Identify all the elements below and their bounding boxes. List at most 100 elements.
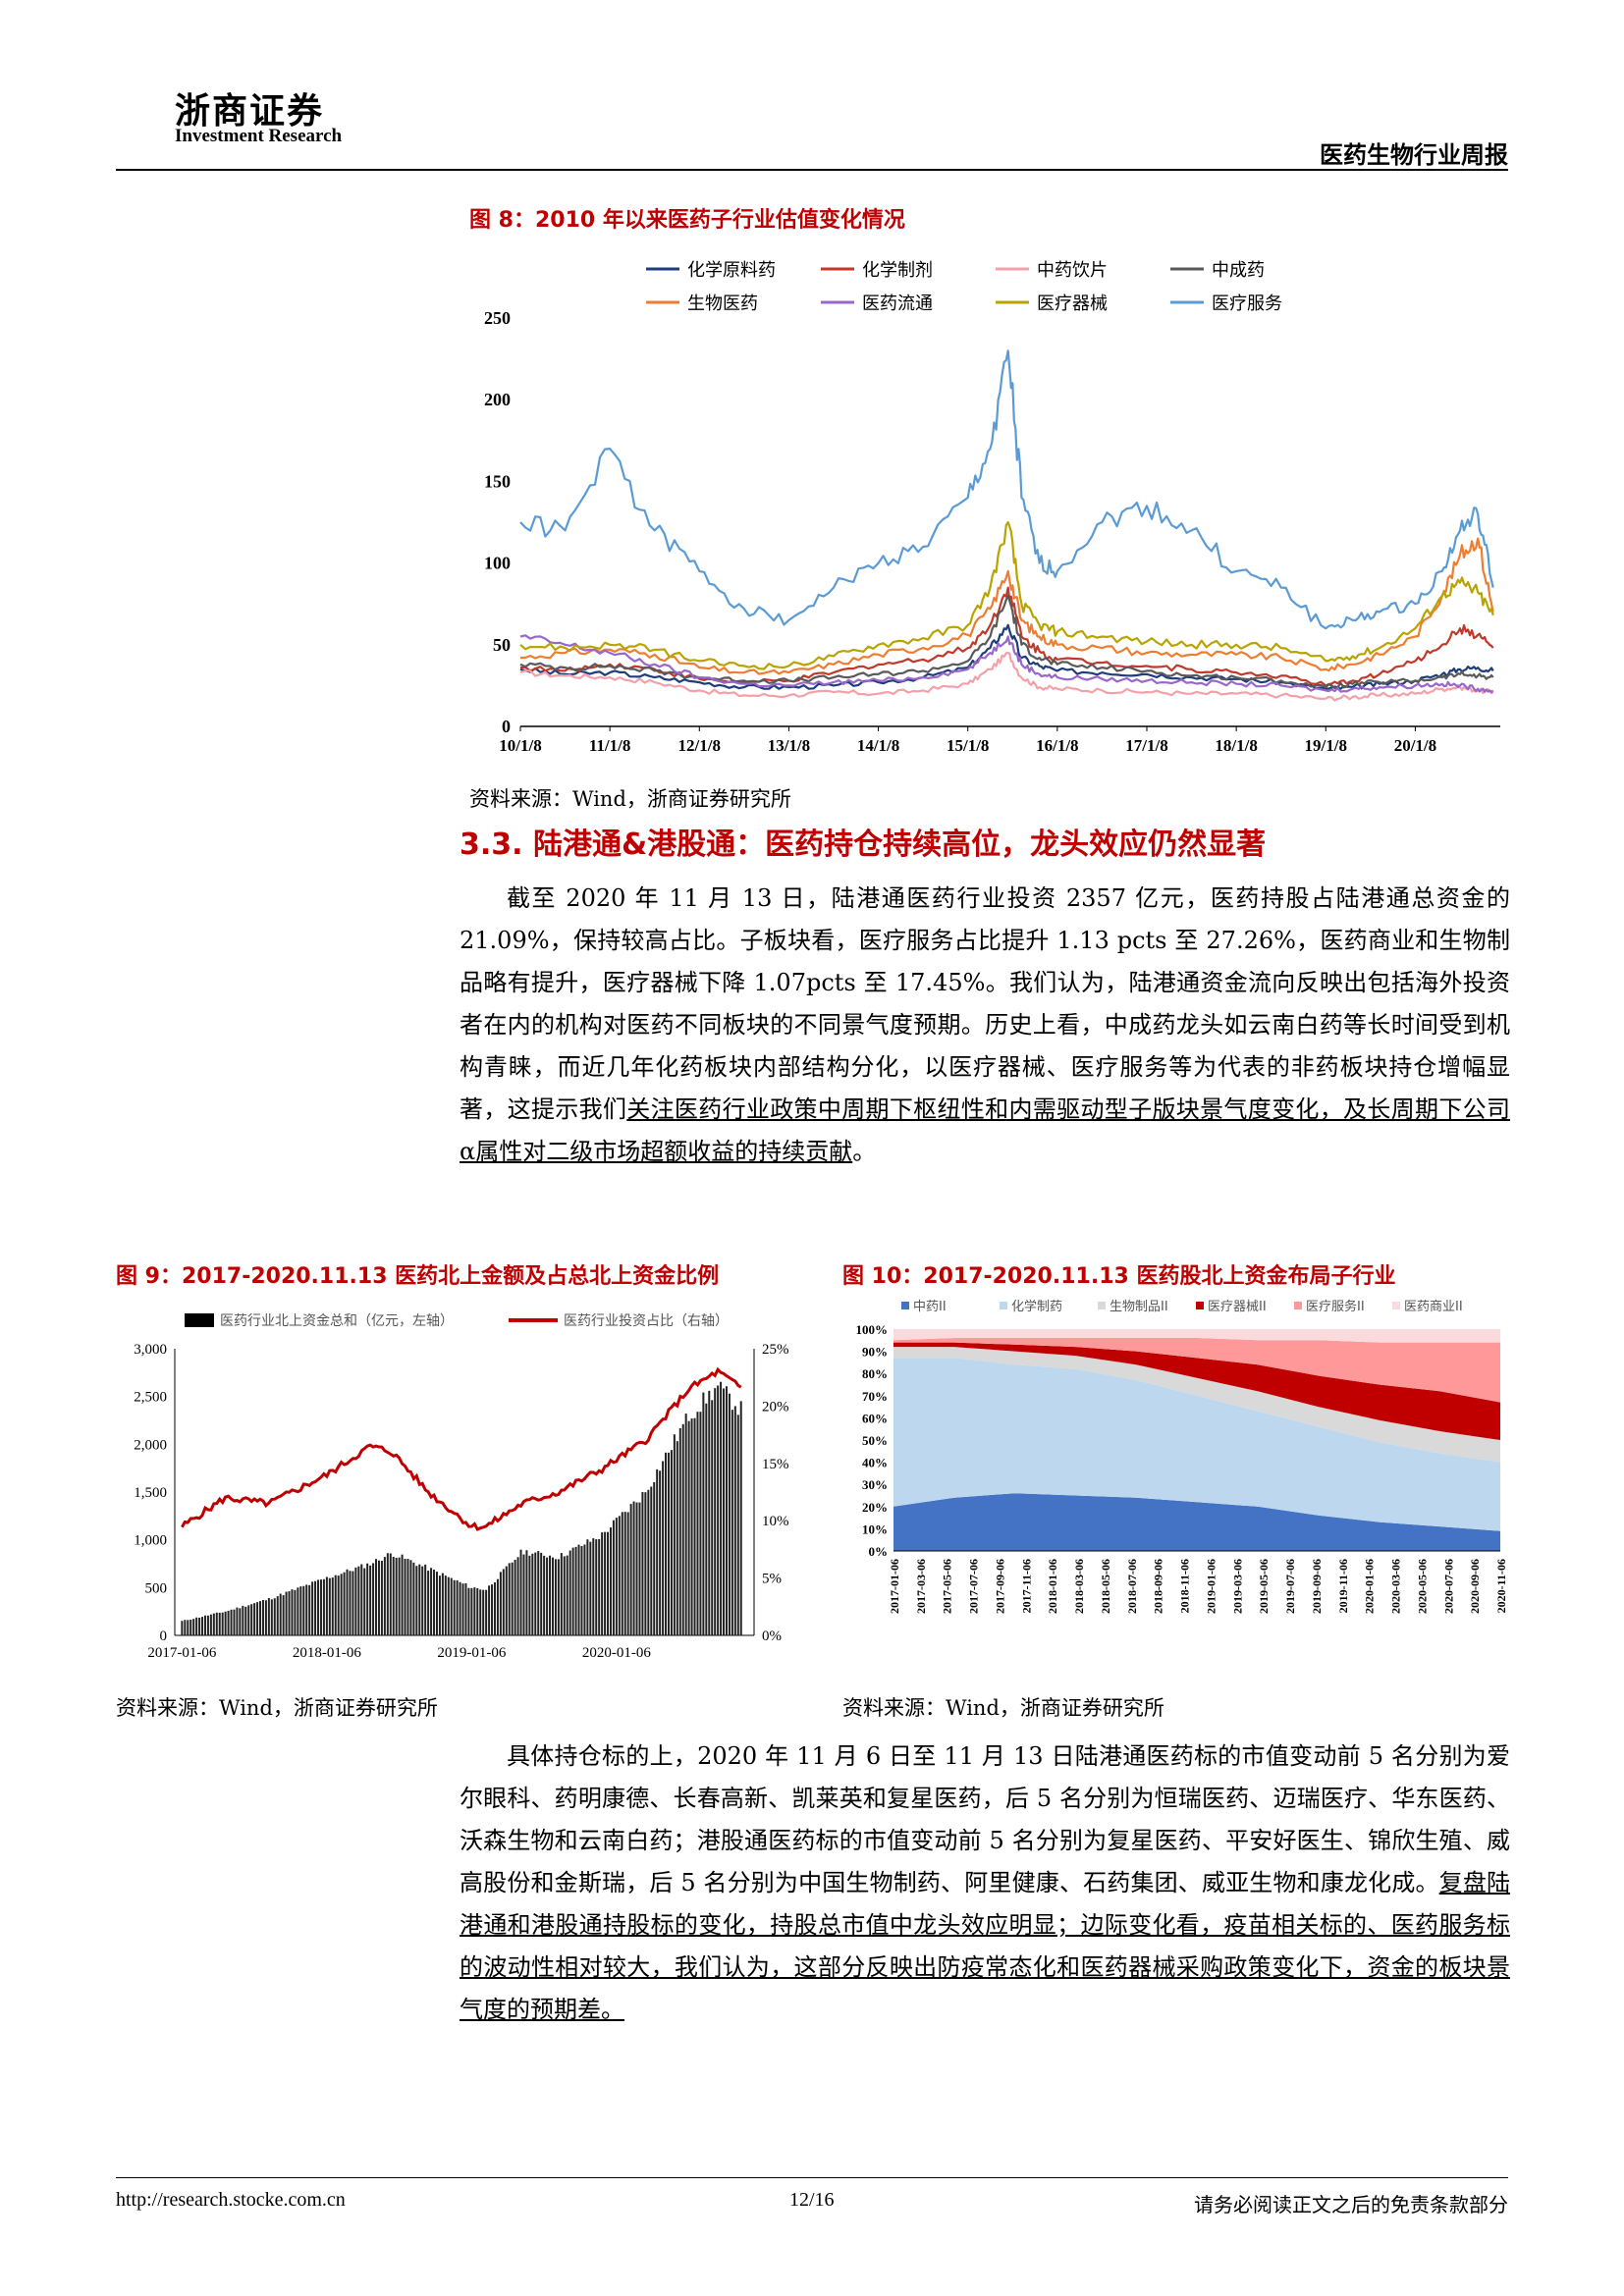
x-tick-label: 17/1/8: [1125, 736, 1167, 755]
bar: [456, 1579, 459, 1635]
x-tick-label: 2017-07-06: [967, 1559, 981, 1614]
x-tick-label: 2019-07-06: [1283, 1559, 1297, 1614]
header-divider: [116, 169, 1508, 171]
bar: [233, 1609, 236, 1635]
bar: [215, 1612, 218, 1635]
x-tick-label: 2020-07-06: [1441, 1559, 1455, 1614]
bar: [247, 1605, 250, 1635]
bar: [401, 1554, 404, 1635]
bar: [644, 1492, 647, 1635]
x-tick-label: 2019-01-06: [1204, 1559, 1218, 1614]
left-tick-label: 1,500: [134, 1485, 167, 1501]
bar: [386, 1553, 389, 1635]
bar: [598, 1538, 601, 1635]
bar: [250, 1604, 253, 1635]
right-tick-label: 10%: [762, 1514, 789, 1529]
bar: [528, 1555, 531, 1635]
bar: [491, 1584, 494, 1635]
bar: [259, 1601, 262, 1635]
bar: [485, 1589, 488, 1635]
right-tick-label: 15%: [762, 1457, 789, 1472]
bar: [343, 1572, 346, 1635]
figure8-source: 资料来源：Wind，浙商证券研究所: [469, 787, 791, 811]
bar: [206, 1615, 209, 1635]
bar: [711, 1400, 714, 1635]
bar: [181, 1621, 184, 1635]
legend-label-0: 中药II: [913, 1300, 947, 1314]
bar: [499, 1572, 502, 1635]
bar: [647, 1489, 650, 1635]
bar: [264, 1600, 267, 1635]
bar: [291, 1589, 294, 1635]
bar: [502, 1569, 505, 1635]
footer-url[interactable]: http://research.stocke.com.cn: [116, 2189, 346, 2211]
x-tick-label: 2020-11-06: [1494, 1559, 1508, 1613]
bar: [684, 1414, 687, 1635]
bar: [595, 1539, 598, 1635]
bar: [725, 1386, 728, 1635]
x-tick-label: 2017-01-06: [888, 1559, 901, 1614]
bar: [540, 1552, 543, 1635]
bar: [189, 1619, 192, 1635]
bar: [450, 1577, 453, 1635]
x-tick-label: 2020-05-06: [1415, 1559, 1429, 1614]
bar: [340, 1574, 343, 1635]
bar: [447, 1576, 450, 1635]
bar: [299, 1586, 302, 1635]
bar: [319, 1579, 322, 1635]
bar: [496, 1578, 499, 1635]
series-line-7: [519, 349, 1494, 630]
series-line-6: [519, 520, 1494, 670]
legend-label-5: 医药商业II: [1404, 1300, 1463, 1314]
y-tick-label: 30%: [862, 1477, 888, 1492]
legend-label-2: 生物制品II: [1110, 1300, 1168, 1314]
bar: [418, 1564, 421, 1635]
paragraph-1-end: 。: [852, 1138, 877, 1165]
bar: [629, 1504, 632, 1635]
y-tick-label: 100%: [856, 1322, 889, 1337]
legend-label-4: 生物医药: [687, 294, 758, 314]
paragraph-2: 具体持仓标的上，2020 年 11 月 6 日至 11 月 13 日陆港通医药标…: [460, 1735, 1510, 2031]
bar: [279, 1593, 282, 1635]
bar: [493, 1581, 496, 1635]
bar: [519, 1549, 522, 1635]
bar: [560, 1553, 563, 1635]
series-line-2: [519, 652, 1494, 702]
bar: [294, 1589, 297, 1635]
series-line-5: [519, 634, 1494, 693]
legend-label-6: 医疗器械: [1037, 294, 1108, 314]
x-tick-label: 19/1/8: [1305, 736, 1347, 755]
x-tick-label: 16/1/8: [1036, 736, 1078, 755]
bar: [198, 1617, 201, 1635]
bar: [354, 1567, 357, 1635]
bar: [656, 1468, 659, 1635]
y-tick-label: 50%: [862, 1433, 888, 1448]
bar: [444, 1575, 447, 1635]
legend-label-1: 化学制药: [1011, 1299, 1062, 1314]
bar: [375, 1559, 378, 1635]
bar: [187, 1620, 189, 1635]
paragraph-2-text: 具体持仓标的上，2020 年 11 月 6 日至 11 月 13 日陆港通医药标…: [460, 1742, 1510, 1896]
bar: [650, 1486, 653, 1635]
y-tick-label: 80%: [862, 1366, 888, 1381]
bar: [696, 1412, 699, 1635]
bar: [352, 1571, 354, 1635]
bar: [607, 1531, 610, 1635]
x-tick-label: 18/1/8: [1215, 736, 1257, 755]
x-tick-label: 14/1/8: [857, 736, 899, 755]
bar: [470, 1587, 473, 1635]
bar: [534, 1552, 537, 1635]
bar: [583, 1544, 586, 1635]
bar: [699, 1412, 702, 1635]
bar: [568, 1550, 571, 1635]
bar: [212, 1613, 215, 1635]
bar: [221, 1612, 224, 1635]
x-tick-label: 2019-05-06: [1257, 1559, 1271, 1614]
bar: [253, 1603, 256, 1635]
bar: [261, 1600, 264, 1635]
bar: [623, 1512, 626, 1635]
bar: [604, 1531, 607, 1635]
bar: [317, 1579, 320, 1635]
bar: [516, 1557, 519, 1635]
